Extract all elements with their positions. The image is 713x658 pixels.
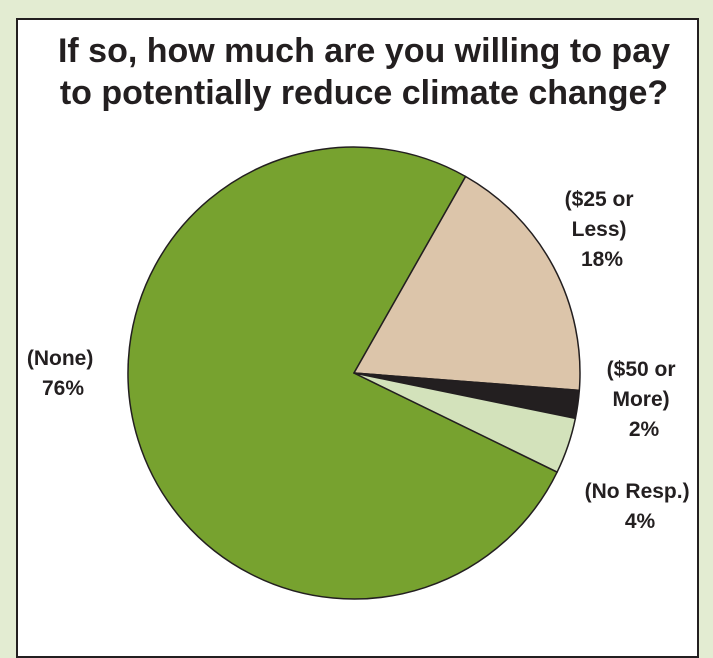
slice-label-50-or-more-line-2: More)	[612, 388, 669, 411]
chart-title-line-2: to potentially reduce climate change?	[60, 74, 668, 112]
slice-label-50-or-more-line-3: 2%	[629, 418, 660, 441]
slice-label-none: (None) 76%	[27, 347, 99, 400]
slice-label-25-or-less: ($25 or Less) 18%	[565, 188, 640, 271]
slice-label-25-or-less-line-1: ($25 or	[565, 188, 634, 211]
pie-slice-25-or-less	[353, 175, 581, 392]
slice-label-none-line-2: 76%	[42, 377, 84, 400]
slice-label-no-resp: (No Resp.) 4%	[585, 480, 696, 533]
chart-title-line-1: If so, how much are you willing to pay	[58, 32, 670, 70]
slice-label-25-or-less-line-2: Less)	[572, 218, 627, 241]
slice-label-no-resp-line-2: 4%	[625, 510, 656, 533]
slice-label-50-or-more-line-1: ($50 or	[607, 358, 676, 381]
slice-label-none-line-1: (None)	[27, 347, 94, 370]
slice-label-no-resp-line-1: (No Resp.)	[585, 480, 690, 503]
pie-slice-none	[127, 146, 558, 600]
pie-slice-no-resp	[353, 372, 577, 473]
slice-label-25-or-less-line-3: 18%	[581, 248, 623, 271]
slice-label-50-or-more: ($50 or More) 2%	[607, 358, 682, 441]
pie-slices	[127, 146, 581, 600]
